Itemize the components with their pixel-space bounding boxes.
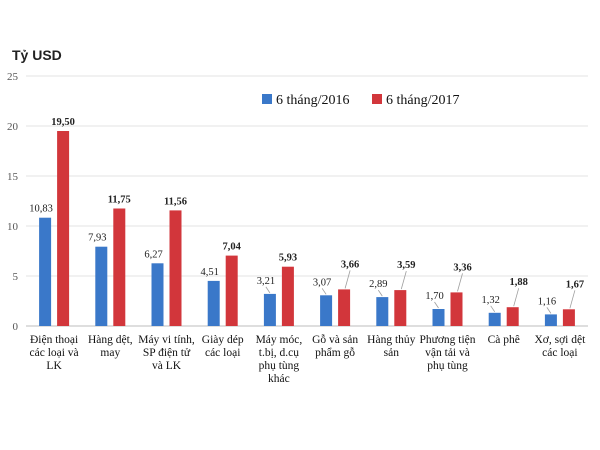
y-tick-label: 5 — [13, 271, 19, 283]
data-label: 2,89 — [369, 279, 387, 290]
bar — [95, 246, 108, 326]
y-unit-label: Tỷ USD — [12, 47, 62, 63]
legend: 6 tháng/2016 6 tháng/2017 — [262, 93, 460, 108]
leader-line — [457, 273, 463, 292]
data-label: 1,67 — [566, 279, 584, 290]
data-label: 3,07 — [313, 277, 331, 288]
bar — [562, 309, 575, 326]
leader-line — [265, 286, 271, 294]
data-label: 6,27 — [144, 249, 162, 260]
bar — [207, 280, 220, 326]
y-tick-label: 10 — [7, 221, 19, 233]
data-label: 11,56 — [164, 196, 187, 207]
y-axis-ticks: 0 5 10 15 20 25 — [7, 71, 19, 333]
leader-line — [513, 288, 520, 307]
data-label: 1,32 — [482, 295, 500, 306]
data-label: 11,75 — [108, 195, 131, 206]
data-label: 3,66 — [341, 259, 359, 270]
data-label: 4,51 — [201, 267, 219, 278]
bars — [39, 131, 575, 326]
data-labels: 10,83 19,50 7,93 11,75 6,27 11,56 4,51 7,04 3,21… — [29, 117, 584, 307]
data-label: 7,04 — [223, 242, 242, 253]
leader-line — [434, 301, 439, 309]
leader-line — [546, 307, 552, 314]
legend-label-2017: 6 tháng/2017 — [386, 93, 460, 108]
bar — [488, 312, 501, 326]
y-tick-label: 15 — [7, 171, 19, 183]
category-label: Hàng thủy sản — [367, 334, 415, 359]
category-label: Cà phê — [488, 334, 520, 346]
bar — [57, 131, 70, 326]
leader-line — [321, 288, 327, 295]
data-label: 5,93 — [279, 253, 297, 264]
bar — [432, 309, 445, 326]
bar — [338, 289, 351, 326]
category-label: Máy vi tính, SP điện tử và LK — [138, 334, 195, 372]
bar — [225, 255, 238, 326]
leader-line — [569, 290, 576, 309]
y-tick-label: 20 — [7, 121, 19, 133]
leader-line — [400, 270, 407, 290]
bar — [151, 263, 164, 326]
bar — [506, 307, 519, 326]
legend-swatch-2017 — [372, 94, 382, 104]
category-label: Xơ, sợi dệt các loại — [534, 334, 586, 359]
category-label: Giày dép các loại — [202, 334, 244, 359]
leader-line — [344, 270, 351, 289]
category-label: Điện thoại các loại và LK — [30, 334, 79, 372]
bar — [376, 297, 389, 326]
data-label: 19,50 — [51, 117, 75, 128]
bar — [394, 290, 407, 326]
leader-line — [490, 305, 496, 313]
bar — [450, 292, 463, 326]
legend-label-2016: 6 tháng/2016 — [276, 93, 350, 108]
category-label: Gỗ và sản phẩm gỗ — [312, 333, 358, 359]
bar — [544, 314, 557, 326]
legend-swatch-2016 — [262, 94, 272, 104]
data-label: 1,88 — [510, 277, 528, 288]
bar — [281, 266, 294, 326]
bar — [113, 208, 126, 326]
bar — [39, 217, 52, 326]
data-label: 3,36 — [453, 262, 471, 273]
category-label: Phương tiện vận tải và phụ tùng — [419, 334, 475, 372]
data-label: 1,70 — [425, 291, 443, 302]
data-label: 7,93 — [88, 233, 106, 244]
bar — [320, 295, 333, 326]
bar — [263, 293, 276, 326]
category-label: Hàng dệt, may — [88, 334, 133, 359]
data-label: 10,83 — [29, 204, 53, 215]
data-label: 3,59 — [397, 260, 415, 271]
leader-line — [377, 289, 383, 297]
label-leader-lines — [265, 270, 576, 314]
bar — [169, 210, 182, 326]
data-label: 3,21 — [257, 276, 275, 287]
y-tick-label: 25 — [7, 71, 19, 83]
y-tick-label: 0 — [13, 321, 19, 333]
data-label: 1,16 — [538, 296, 556, 307]
category-label: Máy móc, t.bị, d.cụ phụ tùng khác — [256, 334, 303, 385]
